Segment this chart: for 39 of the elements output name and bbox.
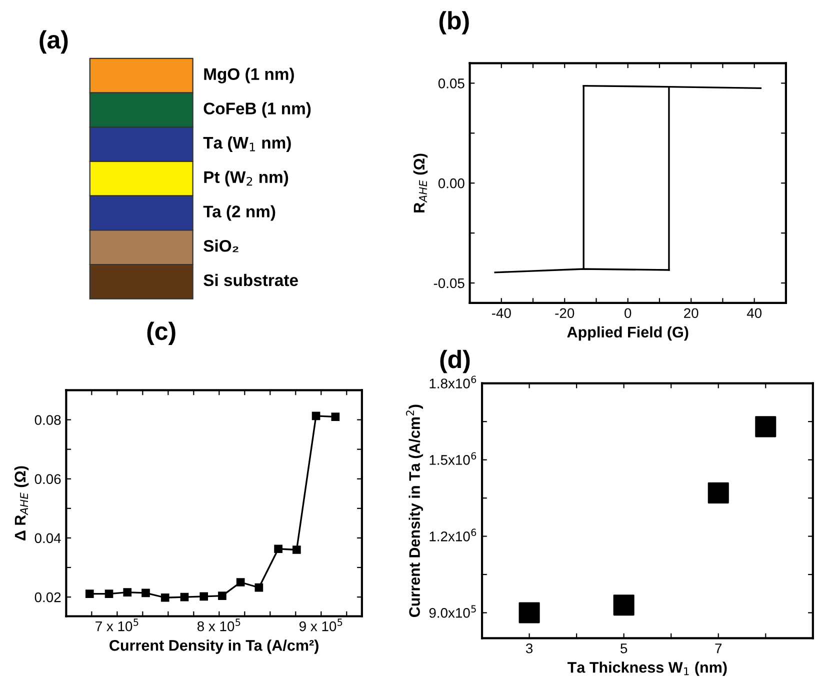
y-axis-title: Current Density in Ta (A/cm$^{2}$) (406, 404, 423, 618)
y-axis-title: Δ R$_{AHE}$ (Ω) (14, 466, 29, 540)
chart-title: (c) (147, 322, 176, 346)
category-label: Ta (W$_{1}$ nm) (203, 136, 291, 152)
y-tick-label: 1.2x10$^{6}$ (430, 528, 476, 542)
x-tick-label: 20 (684, 308, 698, 318)
chart-title: (b) (439, 11, 469, 34)
x-tick-label: 3 (526, 643, 533, 654)
x-tick-label: 8 x 10$^{5}$ (197, 618, 240, 632)
x-tick-label: 40 (746, 308, 762, 318)
y-tick-label: 0.08 (34, 415, 61, 425)
x-tick-label: -40 (492, 308, 511, 318)
y-tick-label: 0.05 (438, 78, 464, 88)
x-tick-label: 7 (715, 644, 722, 654)
x-axis-title: Applied Field (G) (567, 326, 688, 341)
y-tick-label: -0.05 (434, 278, 464, 288)
category-label: Ta (2 nm) (203, 205, 276, 221)
category-label: SiO₂ (204, 240, 238, 252)
y-tick-label: 0.02 (34, 592, 61, 602)
x-tick-label: 5 (620, 644, 628, 654)
category-label: Pt (W$_{2}$ nm) (204, 170, 288, 186)
x-tick-label: -20 (555, 308, 574, 318)
category-label: CoFeB (1 nm) (204, 102, 311, 118)
y-tick-label: 1.5x10$^{6}$ (430, 452, 476, 465)
x-axis-title: Current Density in Ta (A/cm²) (110, 640, 318, 654)
x-axis-title: Ta Thickness W$_{1}$ (nm) (568, 662, 727, 676)
text: (a) (40, 30, 68, 54)
chart-title: (d) (440, 350, 470, 374)
x-tick-label: 7 x 10$^{5}$ (96, 618, 138, 632)
y-tick-label: 0.00 (438, 178, 464, 188)
category-label: MgO (1 nm) (204, 68, 294, 84)
x-tick-label: 9 x 10$^{5}$ (299, 618, 342, 632)
y-tick-label: 0.06 (34, 474, 61, 484)
category-label: Si substrate (204, 274, 298, 286)
y-tick-label: 0.04 (34, 533, 61, 544)
y-tick-label: 1.8x10$^{6}$ (430, 376, 476, 388)
x-tick-label: 0 (624, 308, 632, 318)
y-axis-title: R$_{AHE}$ (Ω) (413, 154, 428, 212)
y-tick-label: 9.0x10$^{5}$ (429, 605, 476, 618)
